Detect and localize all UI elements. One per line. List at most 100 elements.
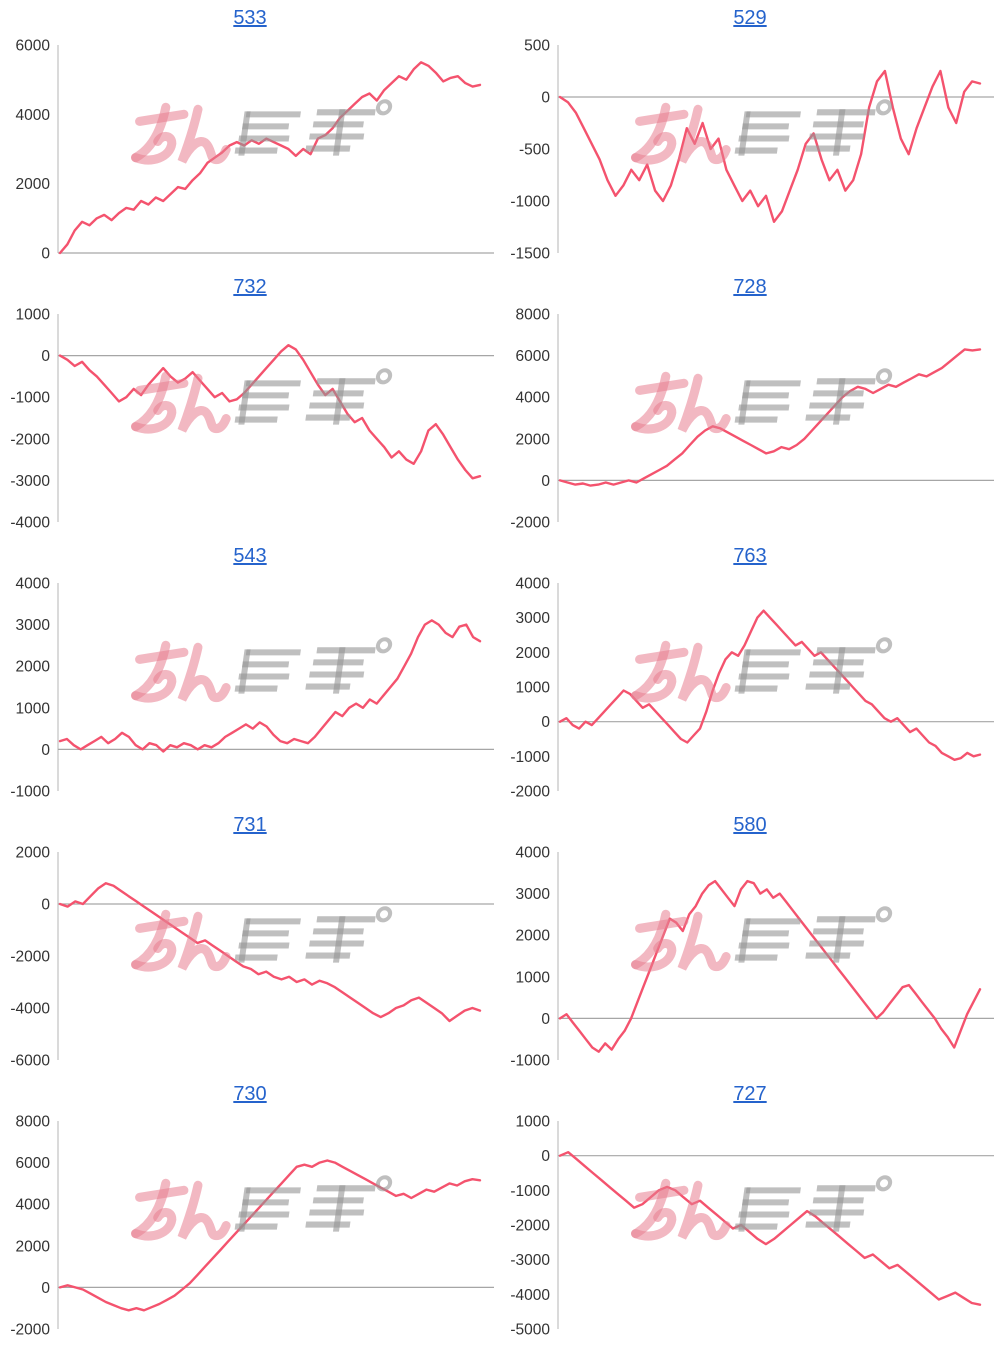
- y-tick-label: 3000: [516, 886, 551, 903]
- line-chart-svg: 4000 3000 2000 1000 0 -1000: [510, 845, 994, 1070]
- line-chart: 4000 3000 2000 1000 0 -1000 -2000: [500, 572, 1000, 805]
- data-line: [558, 879, 982, 1053]
- y-tick-label: -1000: [510, 194, 550, 211]
- y-tick-label: -2000: [10, 949, 50, 966]
- y-tick-label: 4000: [516, 845, 551, 862]
- y-tick-label: 0: [41, 348, 50, 365]
- chart-cell: 529 500 0 -500 -1000 -1500: [500, 0, 1000, 269]
- chart-cell: 533 6000 4000 2000 0: [0, 0, 500, 269]
- chart-cell: 730 8000 6000 4000 2000 0 -2000: [0, 1076, 500, 1345]
- chart-title-link[interactable]: 580: [733, 814, 767, 836]
- watermark-minrepo-logo: [131, 1175, 393, 1241]
- y-tick-label: 6000: [516, 348, 551, 365]
- y-tick-label: 6000: [16, 38, 51, 55]
- data-line: [558, 69, 982, 224]
- chart-title-link[interactable]: 732: [233, 276, 267, 298]
- y-tick-label: 2000: [16, 1238, 51, 1255]
- y-tick-label: -4000: [10, 1001, 50, 1018]
- data-line: [58, 1159, 482, 1312]
- chart-title-link[interactable]: 731: [233, 814, 267, 836]
- watermark-minrepo-logo: [631, 99, 893, 165]
- chart-title-link[interactable]: 533: [233, 7, 267, 29]
- chart-title-row: 728: [500, 269, 1000, 303]
- line-chart: 4000 3000 2000 1000 0 -1000: [500, 841, 1000, 1074]
- line-chart: 1000 0 -1000 -2000 -3000 -4000 -5000: [500, 1110, 1000, 1343]
- y-tick-label: 4000: [16, 1197, 51, 1214]
- chart-title-link[interactable]: 543: [233, 545, 267, 567]
- line-chart-svg: 6000 4000 2000 0: [16, 38, 494, 263]
- y-tick-label: -500: [519, 142, 550, 159]
- y-tick-label: 0: [41, 1280, 50, 1297]
- watermark-minrepo-logo: [131, 906, 393, 972]
- data-line: [558, 348, 982, 487]
- y-tick-label: 0: [541, 473, 550, 490]
- y-tick-label: -1000: [10, 784, 50, 801]
- chart-title-row: 543: [0, 538, 500, 572]
- y-tick-label: -2000: [510, 1218, 550, 1235]
- y-tick-label: 0: [41, 742, 50, 759]
- chart-cell: 727 1000 0 -1000 -2000 -3000 -4000 -5000: [500, 1076, 1000, 1345]
- y-tick-label: 2000: [16, 659, 51, 676]
- chart-title-row: 730: [0, 1076, 500, 1110]
- line-chart: 4000 3000 2000 1000 0 -1000: [0, 572, 500, 805]
- y-tick-label: 8000: [16, 1114, 51, 1131]
- y-tick-label: 0: [541, 1011, 550, 1028]
- y-tick-label: 2000: [16, 845, 51, 862]
- y-tick-label: 0: [41, 246, 50, 263]
- y-tick-label: 4000: [16, 576, 51, 593]
- watermark-minrepo-logo: [631, 1175, 893, 1241]
- chart-title-link[interactable]: 728: [733, 276, 767, 298]
- y-tick-label: -6000: [10, 1053, 50, 1070]
- watermark-minrepo-logo: [131, 637, 393, 703]
- data-line: [58, 619, 482, 753]
- chart-title-row: 529: [500, 0, 1000, 34]
- chart-title-row: 727: [500, 1076, 1000, 1110]
- chart-cell: 732 1000 0 -1000 -2000 -3000 -4000: [0, 269, 500, 538]
- chart-cell: 731 2000 0 -2000 -4000 -6000: [0, 807, 500, 1076]
- chart-title-link[interactable]: 763: [733, 545, 767, 567]
- watermark-minrepo-logo: [631, 368, 893, 434]
- line-chart-svg: 8000 6000 4000 2000 0 -2000: [10, 1114, 494, 1339]
- y-tick-label: 2000: [516, 431, 551, 448]
- y-tick-label: 4000: [16, 107, 51, 124]
- y-tick-label: 8000: [516, 307, 551, 324]
- y-tick-label: -1000: [510, 749, 550, 766]
- chart-title-link[interactable]: 529: [733, 7, 767, 29]
- y-tick-label: -3000: [10, 473, 50, 490]
- y-tick-label: 4000: [516, 576, 551, 593]
- data-line: [58, 344, 482, 480]
- y-tick-label: 2000: [16, 176, 51, 193]
- line-chart: 8000 6000 4000 2000 0 -2000: [500, 303, 1000, 536]
- data-line: [558, 1151, 982, 1306]
- y-tick-label: 3000: [516, 610, 551, 627]
- chart-title-row: 732: [0, 269, 500, 303]
- chart-cell: 763 4000 3000 2000 1000 0 -1000 -2000: [500, 538, 1000, 807]
- y-tick-label: 0: [541, 90, 550, 107]
- y-tick-label: -2000: [10, 431, 50, 448]
- chart-title-row: 731: [0, 807, 500, 841]
- y-tick-label: 1000: [16, 307, 51, 324]
- y-tick-label: 3000: [16, 617, 51, 634]
- y-tick-label: -2000: [510, 515, 550, 532]
- y-tick-label: 0: [541, 1148, 550, 1165]
- data-line: [58, 882, 482, 1023]
- line-chart-svg: 4000 3000 2000 1000 0 -1000 -2000: [510, 576, 994, 801]
- chart-title-link[interactable]: 730: [233, 1083, 267, 1105]
- watermark-minrepo-logo: [631, 637, 893, 703]
- watermark-minrepo-logo: [631, 906, 893, 972]
- y-tick-label: 1000: [16, 700, 51, 717]
- line-chart: 6000 4000 2000 0: [0, 34, 500, 267]
- line-chart: 1000 0 -1000 -2000 -3000 -4000: [0, 303, 500, 536]
- y-tick-label: 0: [41, 897, 50, 914]
- line-chart-svg: 4000 3000 2000 1000 0 -1000: [10, 576, 494, 801]
- y-tick-label: -1500: [510, 246, 550, 263]
- chart-title-link[interactable]: 727: [733, 1083, 767, 1105]
- y-tick-label: 2000: [516, 928, 551, 945]
- y-tick-label: -4000: [510, 1287, 550, 1304]
- chart-cell: 580 4000 3000 2000 1000 0 -1000: [500, 807, 1000, 1076]
- line-chart: 8000 6000 4000 2000 0 -2000: [0, 1110, 500, 1343]
- y-tick-label: -4000: [10, 515, 50, 532]
- data-line: [558, 609, 982, 762]
- data-line: [58, 61, 482, 255]
